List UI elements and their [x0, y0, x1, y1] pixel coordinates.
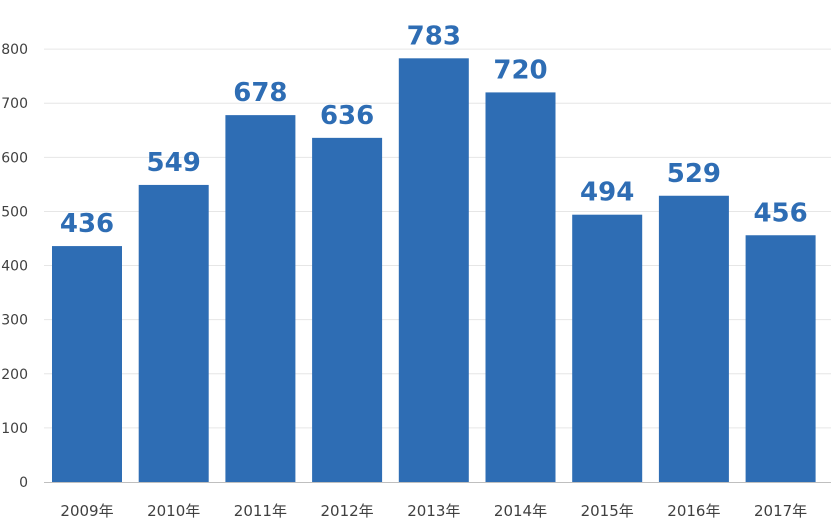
bar-2014年 [485, 92, 556, 483]
x-category-label: 2014年 [494, 502, 547, 520]
x-category-label: 2013年 [407, 502, 460, 520]
x-category-label: 2011年 [234, 502, 287, 520]
y-tick-label: 500 [1, 204, 28, 220]
data-label: 678 [233, 78, 287, 108]
y-tick-label: 0 [19, 475, 28, 491]
data-label: 636 [320, 101, 374, 131]
data-label: 529 [667, 159, 721, 189]
x-category-label: 2017年 [754, 502, 807, 520]
x-category-label: 2010年 [147, 502, 200, 520]
x-category-label: 2012年 [321, 502, 374, 520]
bar-2010年 [138, 184, 209, 482]
bar-2016年 [658, 195, 729, 482]
bar-2012年 [312, 137, 383, 482]
y-tick-label: 800 [1, 42, 28, 58]
y-tick-label: 900 [1, 0, 28, 4]
data-labels: 436 549 678 636 783 720 494 529 456 [60, 21, 808, 239]
bar-2013年 [398, 58, 469, 483]
x-axis-categories: 2009年 2010年 2011年 2012年 2013年 2014年 2015年 2016年… [60, 502, 807, 520]
bar-2011年 [225, 115, 296, 483]
y-tick-label: 100 [1, 421, 28, 437]
data-label: 720 [493, 55, 547, 85]
data-label: 549 [147, 148, 201, 178]
data-label: 456 [753, 198, 807, 228]
bars [52, 58, 816, 483]
x-category-label: 2016年 [667, 502, 720, 520]
bar-2009年 [52, 246, 122, 482]
y-tick-label: 700 [1, 96, 28, 112]
y-tick-label: 200 [1, 367, 28, 383]
x-category-label: 2015年 [581, 502, 634, 520]
x-category-label: 2009年 [60, 502, 113, 520]
data-label: 783 [407, 21, 461, 51]
data-label: 494 [580, 178, 634, 208]
bar-2015年 [572, 214, 643, 483]
y-tick-label: 300 [1, 313, 28, 329]
data-label: 436 [60, 209, 114, 239]
y-tick-label: 600 [1, 150, 28, 166]
y-axis-ticks: 0 100 200 300 400 500 600 700 800 900 [1, 0, 28, 491]
y-tick-label: 400 [1, 259, 28, 275]
bar-2017年 [745, 235, 816, 482]
